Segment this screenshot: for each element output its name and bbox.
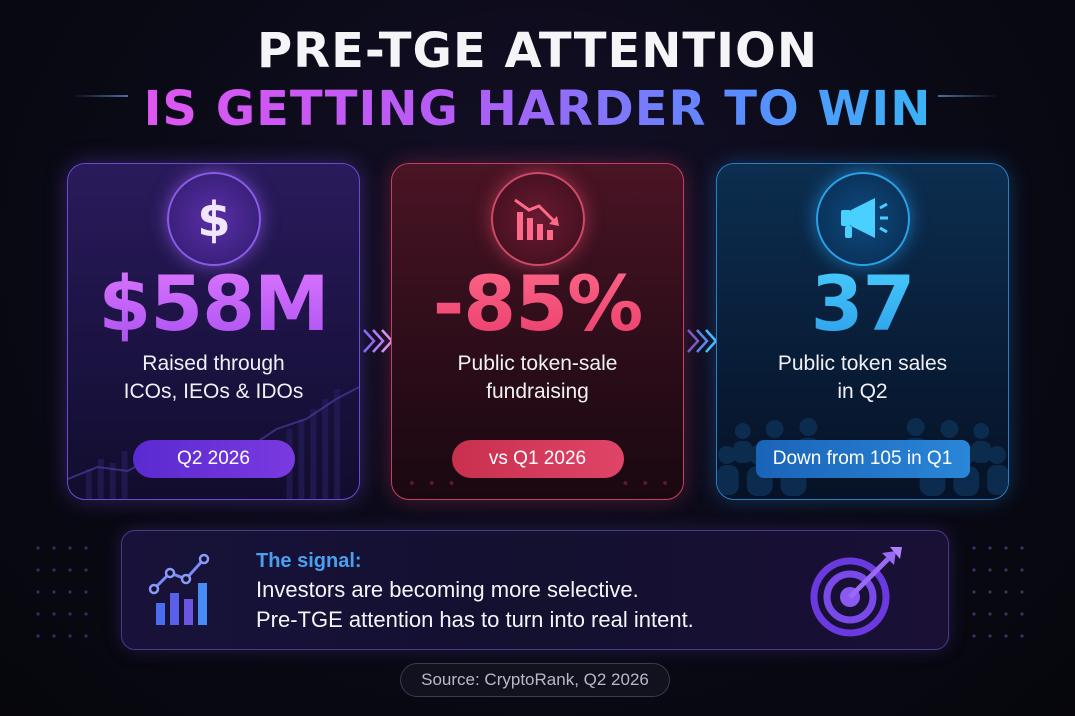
declining-bar-chart-icon	[513, 198, 559, 240]
decline-description: Public token-sale fundraising	[392, 350, 683, 406]
signal-heading: The signal:	[256, 550, 362, 572]
dollar-icon-badge: $	[166, 172, 261, 266]
declining-chart-badge	[490, 172, 585, 266]
stat-card-sales-count: 37 Public token sales in Q2 Down from 10…	[716, 163, 1009, 500]
signal-panel: The signal: Investors are becoming more …	[121, 530, 949, 650]
svg-text:$: $	[197, 192, 230, 246]
chevron-right-icon	[363, 329, 394, 353]
period-badge: Q2 2026	[132, 440, 295, 478]
raised-value: $58M	[68, 256, 359, 352]
megaphone-icon	[840, 198, 888, 238]
megaphone-badge	[815, 172, 910, 266]
raised-desc-line-2: ICOs, IEOs & IDOs	[123, 380, 304, 403]
comparison-badge: Down from 105 in Q1	[755, 440, 970, 478]
signal-line-2: Pre-TGE attention has to turn into real …	[256, 607, 694, 632]
raised-desc-line-1: Raised through	[142, 352, 285, 375]
dollar-icon: $	[197, 192, 230, 246]
stat-card-decline: -85% Public token-sale fundraising vs Q1…	[391, 163, 684, 500]
signal-line-1: Investors are becoming more selective.	[256, 577, 639, 602]
decline-value: -85%	[392, 256, 683, 352]
dot-grid-decoration	[972, 546, 1024, 638]
stat-card-raised: $ $58M Raised through ICOs, IEOs & IDOs …	[67, 163, 360, 500]
growth-chart-icon	[148, 553, 210, 625]
title-divider-right	[938, 95, 998, 97]
target-arrow-icon	[810, 547, 902, 637]
headline: PRE-TGE ATTENTION IS GETTING HARDER TO W…	[0, 22, 1075, 138]
sales-desc-line-2: in Q2	[837, 380, 888, 403]
decline-desc-line-2: fundraising	[486, 380, 589, 403]
headline-line-1: PRE-TGE ATTENTION	[257, 23, 818, 79]
sales-count-description: Public token sales in Q2	[717, 350, 1008, 406]
raised-description: Raised through ICOs, IEOs & IDOs	[68, 350, 359, 406]
sales-desc-line-1: Public token sales	[777, 352, 948, 375]
chevron-right-icon	[687, 329, 718, 353]
sales-count-value: 37	[717, 256, 1008, 352]
title-divider-left	[72, 95, 128, 97]
dot-grid-decoration	[36, 546, 88, 638]
decline-desc-line-1: Public token-sale	[457, 352, 618, 375]
headline-line-2: IS GETTING HARDER TO WIN	[143, 81, 932, 137]
comparison-badge: vs Q1 2026	[451, 440, 624, 478]
source-citation: Source: CryptoRank, Q2 2026	[400, 663, 670, 697]
